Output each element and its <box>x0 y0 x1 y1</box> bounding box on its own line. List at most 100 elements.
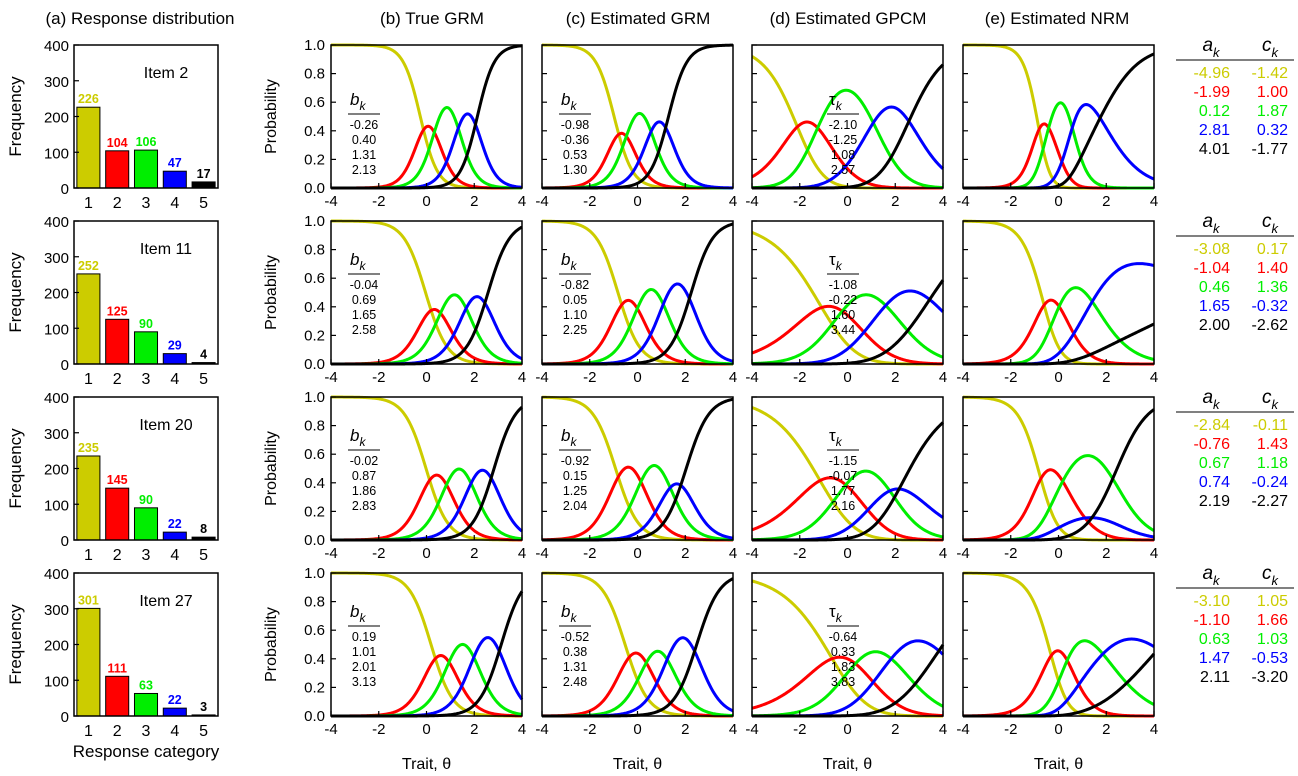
table-cell-c: -0.11 <box>1253 417 1288 434</box>
x-tick-label: 5 <box>199 371 208 388</box>
param-header: bk <box>350 90 366 113</box>
x-tick-label: -4 <box>535 545 548 562</box>
x-tick-label: 0 <box>422 193 430 210</box>
y-tick-label: 0 <box>61 533 69 550</box>
y-tick-label: 0.0 <box>304 180 325 197</box>
bar-value-label: 22 <box>168 693 182 707</box>
y-tick-label: 0.2 <box>304 503 325 520</box>
bar-value-label: 252 <box>78 259 99 273</box>
param-value: 3.44 <box>831 323 855 337</box>
x-tick-label: 2 <box>891 193 899 210</box>
x-tick-label: 4 <box>1150 193 1158 210</box>
table-cell-a: 2.11 <box>1200 669 1230 686</box>
table-cell-a: -4.96 <box>1194 65 1231 82</box>
param-value: 3.13 <box>352 675 376 689</box>
x-tick-label: 0 <box>422 545 430 562</box>
y-tick-label: 400 <box>44 390 69 407</box>
x-tick-label: 4 <box>939 193 947 210</box>
table-cell-c: -0.32 <box>1252 298 1289 315</box>
y-axis-label: Probability <box>263 255 280 330</box>
param-value: -0.04 <box>350 278 379 292</box>
param-header: bk <box>561 602 577 625</box>
param-value: 1.86 <box>352 484 376 498</box>
x-tick-label: -4 <box>324 721 337 738</box>
y-tick-label: 300 <box>44 602 69 619</box>
x-tick-label: 0 <box>1054 369 1062 386</box>
x-tick-label: -4 <box>956 193 969 210</box>
bar-panel: 226 1 104 2 106 3 47 4 17 5 0 100 200 300 400 Item 2 Fre… <box>6 38 219 212</box>
series-line-cat1 <box>962 219 1154 366</box>
param-value: -0.98 <box>561 118 590 132</box>
param-header: bk <box>350 250 366 273</box>
y-tick-label: 100 <box>44 145 69 162</box>
param-value: 0.38 <box>563 645 587 659</box>
x-tick-label: -4 <box>745 545 758 562</box>
x-tick-label: 2 <box>1102 193 1110 210</box>
x-tick-label: 2 <box>113 723 122 740</box>
table-cell-c: -0.24 <box>1252 474 1289 491</box>
series-line-cat3 <box>751 88 944 190</box>
bar-value-label: 111 <box>107 661 127 675</box>
param-value: 1.31 <box>563 660 587 674</box>
table-cell-a: 0.67 <box>1199 455 1230 472</box>
curve-panel: -4 -2 0 2 4 τk -2.10-1.251.082.57 <box>745 44 947 210</box>
param-value: -0.22 <box>829 293 858 307</box>
param-value: -0.26 <box>350 118 379 132</box>
x-tick-label: -4 <box>745 193 758 210</box>
y-tick-label: 300 <box>44 250 69 267</box>
curve-panel: -4 -2 0 2 4 bk -0.820.051.102.25 <box>535 219 737 386</box>
series-line-cat3 <box>751 650 944 718</box>
y-tick-label: 400 <box>44 566 69 583</box>
param-value: 1.10 <box>563 308 587 322</box>
y-tick-label: 0.4 <box>304 123 325 140</box>
y-tick-label: 0.6 <box>304 94 325 111</box>
x-tick-label: 0 <box>843 369 851 386</box>
series-line-cat2 <box>751 304 944 366</box>
y-axis-label: Frequency <box>6 604 25 685</box>
table-cell-a: 2.19 <box>1199 493 1230 510</box>
y-tick-label: 1.0 <box>304 37 325 54</box>
y-tick-label: 0.4 <box>304 475 325 492</box>
table-header-c: ck <box>1262 35 1280 60</box>
table-cell-c: 1.87 <box>1257 103 1288 120</box>
x-tick-label: 5 <box>199 723 208 740</box>
x-tick-label: 4 <box>518 193 526 210</box>
x-tick-label: 0 <box>1054 721 1062 738</box>
x-tick-label: 0 <box>422 369 430 386</box>
table-cell-a: 2.81 <box>1199 122 1230 139</box>
x-tick-label: 3 <box>142 195 151 212</box>
table-cell-a: -0.76 <box>1194 436 1231 453</box>
curve-panel: -4 -2 0 2 4 0.0 0.2 0.4 0.6 0.8 1.0 Probability bk -0… <box>263 213 526 386</box>
y-tick-label: 200 <box>44 286 69 303</box>
y-tick-label: 100 <box>44 321 69 338</box>
param-value: -0.64 <box>829 630 858 644</box>
bar-value-label: 301 <box>78 593 99 607</box>
x-tick-label: -4 <box>535 721 548 738</box>
table-cell-a: -2.84 <box>1194 417 1231 434</box>
x-tick-label: 4 <box>1150 545 1158 562</box>
table-cell-c: 0.17 <box>1257 241 1288 258</box>
x-tick-label: 1 <box>84 371 93 388</box>
table-cell-c: 1.05 <box>1257 593 1288 610</box>
bar-cat2 <box>105 318 130 365</box>
bar-value-label: 90 <box>139 317 153 331</box>
y-tick-label: 0.2 <box>304 679 325 696</box>
table-cell-c: -1.42 <box>1252 65 1289 82</box>
series-line-cat2 <box>751 655 944 718</box>
x-axis-label: Response category <box>73 742 220 761</box>
bar-value-label: 104 <box>107 136 128 150</box>
table-cell-c: 1.36 <box>1257 279 1288 296</box>
x-tick-label: 2 <box>470 721 478 738</box>
item-name: Item 20 <box>139 417 192 434</box>
y-tick-label: 300 <box>44 74 69 91</box>
x-tick-label: -2 <box>583 193 596 210</box>
x-tick-label: 1 <box>84 723 93 740</box>
y-tick-label: 200 <box>44 638 69 655</box>
x-tick-label: 4 <box>939 369 947 386</box>
x-tick-label: 3 <box>142 547 151 564</box>
table-cell-a: 0.63 <box>1199 631 1230 648</box>
x-tick-label: 2 <box>891 721 899 738</box>
x-tick-label: 4 <box>939 721 947 738</box>
table-cell-c: -0.53 <box>1252 650 1289 667</box>
table-cell-a: -1.99 <box>1194 84 1231 101</box>
